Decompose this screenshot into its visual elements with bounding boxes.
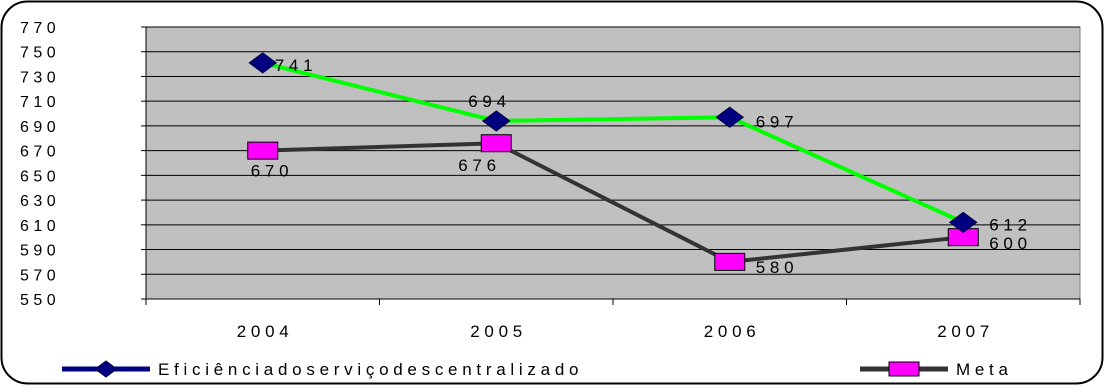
series-lines [262,60,965,264]
legend-label-meta: M e t a [956,360,1009,379]
y-tick-label: 5 7 0 [20,267,56,284]
marker-eficiencia [948,211,978,233]
series-line-meta [262,141,964,264]
y-tick-label: 7 1 0 [20,94,56,111]
legend-marker-meta [888,361,920,377]
y-tick-label: 5 5 0 [20,292,56,309]
data-label-meta: 6 7 6 [458,156,496,175]
y-axis-tick-labels: 5 5 0 5 7 0 5 9 0 6 1 0 6 3 0 6 5 0 6 7 0 6 9 0… [20,20,56,309]
series-line-eficiencia [262,60,965,225]
legend: E f i c i ê n c i a d o s e r v i ç o d … [62,360,1009,379]
data-labels: 7 4 1 6 9 4 6 9 7 6 1 2 6 7 0 6 7 6 5 8 0 6 0 0 [251,56,1027,277]
y-tick-label: 6 7 0 [20,144,56,161]
marker-eficiencia [715,106,745,128]
x-axis-tick-labels: 2 0 0 4 2 0 0 5 2 0 0 6 2 0 0 7 [237,322,990,341]
data-label-meta: 6 0 0 [989,234,1027,253]
data-label-meta: 5 8 0 [756,258,794,277]
y-tick-label: 7 7 0 [20,20,56,37]
data-label-eficiencia: 6 9 7 [756,112,794,131]
y-tick-label: 6 3 0 [20,193,56,210]
x-tick-label: 2 0 0 6 [704,322,756,341]
marker-eficiencia [481,110,511,132]
data-label-eficiencia: 7 4 1 [275,56,313,75]
marker-meta [714,252,746,271]
y-tick-label: 7 5 0 [20,45,56,62]
legend-label-eficiencia: E f i c i ê n c i a d o s e r v i ç o d … [158,360,578,379]
marker-eficiencia [248,52,278,74]
data-label-eficiencia: 6 9 4 [468,92,506,111]
y-tick-label: 6 9 0 [20,119,56,136]
marker-meta [247,141,279,160]
series-markers [247,52,979,271]
axes [141,26,1081,305]
x-tick-label: 2 0 0 7 [937,322,989,341]
marker-meta [480,134,512,153]
y-tick-label: 6 1 0 [20,218,56,235]
x-tick-label: 2 0 0 4 [237,322,289,341]
x-tick-label: 2 0 0 5 [470,322,522,341]
y-tick-label: 5 9 0 [20,243,56,260]
y-tick-label: 7 3 0 [20,69,56,86]
y-tick-label: 6 5 0 [20,168,56,185]
legend-marker-eficiencia [94,360,118,378]
data-label-eficiencia: 6 1 2 [989,215,1027,234]
data-label-meta: 6 7 0 [251,162,289,181]
